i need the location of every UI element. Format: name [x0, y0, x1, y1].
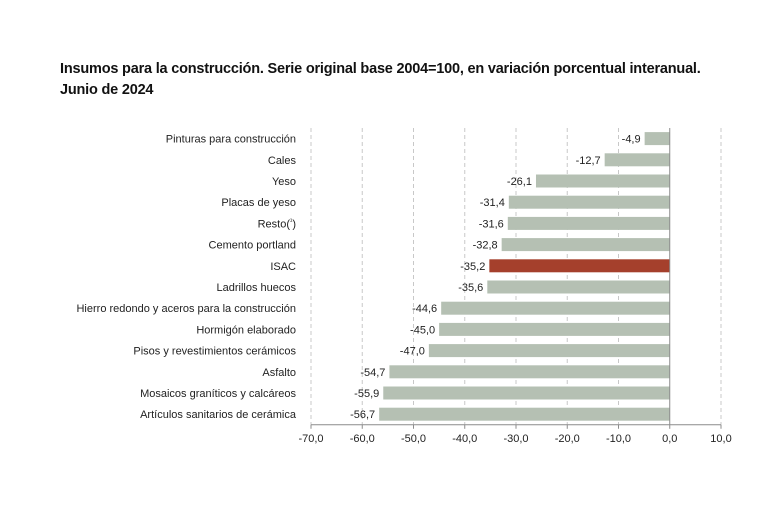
- chart-subtitle: Junio de 2024: [60, 82, 154, 98]
- category-label: Ladrillos huecos: [217, 282, 297, 294]
- bar: [489, 259, 670, 273]
- x-tick-label: -20,0: [555, 433, 580, 445]
- bar: [379, 407, 670, 421]
- category-label: Pisos y revestimientos cerámicos: [133, 346, 296, 358]
- bar: [535, 174, 670, 188]
- x-tick-label: -50,0: [401, 433, 426, 445]
- data-label: -12,7: [576, 155, 601, 167]
- x-tick-label: 0,0: [662, 433, 677, 445]
- bar: [389, 365, 670, 379]
- data-label: -26,1: [507, 176, 532, 188]
- data-label: -4,9: [622, 134, 641, 146]
- category-label: Cemento portland: [209, 240, 296, 252]
- bar: [439, 322, 670, 336]
- bar: [428, 344, 670, 358]
- category-label: Placas de yeso: [221, 197, 296, 209]
- bar: [604, 153, 670, 167]
- data-label: -35,2: [460, 261, 485, 273]
- data-label: -35,6: [458, 282, 483, 294]
- data-label: -32,8: [473, 240, 498, 252]
- bar: [507, 216, 670, 230]
- category-label: Hierro redondo y aceros para la construc…: [76, 303, 296, 315]
- x-tick-label: -70,0: [298, 433, 323, 445]
- category-label: ISAC: [270, 261, 296, 273]
- bar: [383, 386, 670, 400]
- bar: [501, 238, 670, 252]
- bar: [487, 280, 670, 294]
- x-tick-label: -40,0: [452, 433, 477, 445]
- data-label: -31,6: [479, 218, 504, 230]
- data-label: -54,7: [360, 367, 385, 379]
- category-label: Artículos sanitarios de cerámica: [140, 409, 297, 421]
- category-label: Cales: [268, 155, 297, 167]
- chart-title-line: Insumos para la construcción. Serie orig…: [60, 61, 701, 77]
- category-label: Resto(¹): [258, 218, 296, 230]
- data-label: -55,9: [354, 388, 379, 400]
- category-label: Yeso: [272, 176, 296, 188]
- chart-title: Insumos para la construcción. Serie orig…: [60, 59, 740, 101]
- x-tick-label: 10,0: [710, 433, 731, 445]
- x-tick-label: -10,0: [606, 433, 631, 445]
- bar: [644, 132, 670, 146]
- data-label: -45,0: [410, 324, 435, 336]
- data-label: -56,7: [350, 409, 375, 421]
- bar: [508, 195, 670, 209]
- data-label: -47,0: [400, 346, 425, 358]
- x-tick-label: -30,0: [503, 433, 528, 445]
- category-label: Hormigón elaborado: [196, 324, 296, 336]
- data-label: -31,4: [480, 197, 505, 209]
- category-label: Pinturas para construcción: [166, 134, 296, 146]
- category-label: Asfalto: [262, 367, 296, 379]
- bar: [441, 301, 670, 315]
- data-label: -44,6: [412, 303, 437, 315]
- x-tick-label: -60,0: [350, 433, 375, 445]
- category-label: Mosaicos graníticos y calcáreos: [140, 388, 296, 400]
